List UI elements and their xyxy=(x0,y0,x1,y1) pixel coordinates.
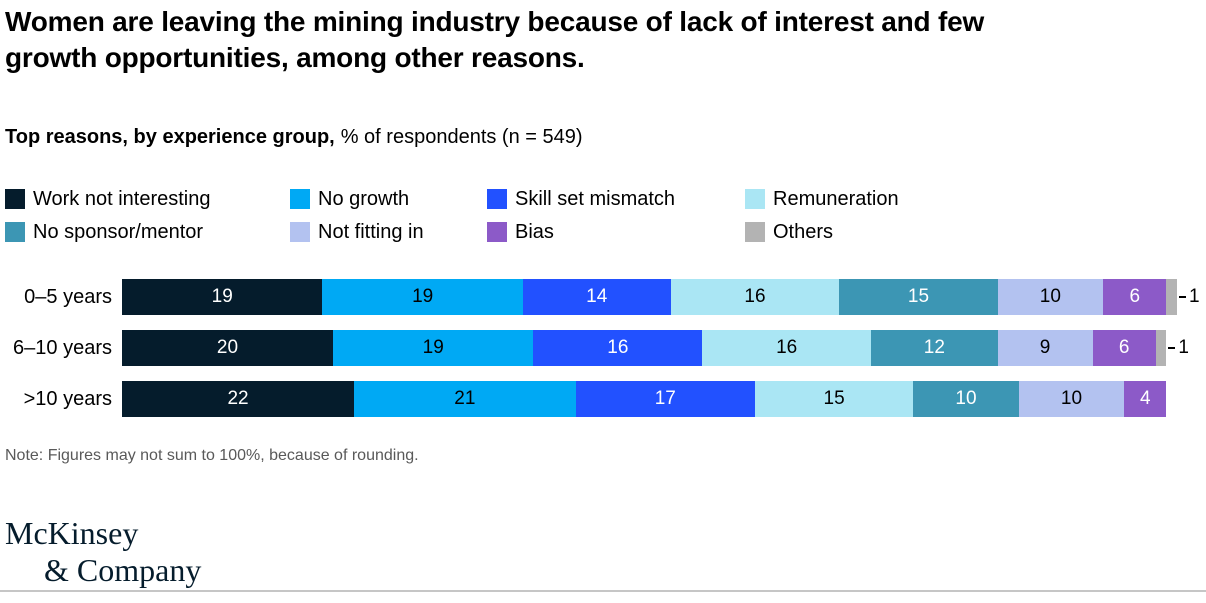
bar-segment: 12 xyxy=(871,330,998,366)
bar-row: 6–10 years 20 19 16 16 12 9 6 1 xyxy=(5,330,1201,366)
legend-item: Others xyxy=(745,221,899,243)
legend-swatch xyxy=(745,189,765,209)
page-title: Women are leaving the mining industry be… xyxy=(5,4,1135,77)
bar-track: 20 19 16 16 12 9 6 1 xyxy=(122,330,1189,366)
bar-segment: 10 xyxy=(997,279,1104,315)
bar-segment xyxy=(1166,279,1177,315)
legend-label: Others xyxy=(773,220,834,243)
chart-subtitle-bold: Top reasons, by experience group, xyxy=(5,126,335,148)
legend-label: Remuneration xyxy=(773,187,899,210)
bar-segment: 4 xyxy=(1124,381,1167,417)
bar-segment: 14 xyxy=(522,279,671,315)
footnote: Note: Figures may not sum to 100%, becau… xyxy=(5,447,419,464)
outside-value-label: 1 xyxy=(1188,286,1200,307)
legend-swatch xyxy=(5,189,25,209)
legend-item: No sponsor/mentor xyxy=(5,221,290,243)
chart-subtitle-regular: % of respondents (n = 549) xyxy=(340,126,583,148)
row-label: 0–5 years xyxy=(24,285,112,308)
chart-subtitle: Top reasons, by experience group,% of re… xyxy=(5,126,583,149)
row-label: 6–10 years xyxy=(13,336,112,359)
bar-row: >10 years 22 21 17 15 10 10 4 xyxy=(5,381,1201,417)
bar-segment: 16 xyxy=(670,279,840,315)
logo-line2: & Company xyxy=(44,552,202,588)
bar-segment: 16 xyxy=(702,330,872,366)
bar-segment: 21 xyxy=(354,381,576,417)
bar-segment: 9 xyxy=(997,330,1093,366)
legend-swatch xyxy=(487,222,507,242)
bar-track: 19 19 14 16 15 10 6 1 xyxy=(122,279,1200,315)
bar-segment: 19 xyxy=(122,279,323,315)
bar-track: 22 21 17 15 10 10 4 xyxy=(122,381,1177,417)
bar-segment: 15 xyxy=(839,279,998,315)
bar-row: 0–5 years 19 19 14 16 15 10 6 1 xyxy=(5,279,1201,315)
page-title-line2: growth opportunities, among other reason… xyxy=(5,42,585,74)
bar-segment: 19 xyxy=(333,330,534,366)
bar-chart: 0–5 years 19 19 14 16 15 10 6 1 6–10 years 20 19 16 1… xyxy=(5,279,1201,432)
legend-item: Bias xyxy=(487,221,745,243)
page-title-line1: Women are leaving the mining industry be… xyxy=(5,6,985,37)
bar-segment: 20 xyxy=(122,330,333,366)
leader-line xyxy=(1168,347,1176,349)
bottom-divider xyxy=(0,590,1206,592)
legend-swatch xyxy=(5,222,25,242)
legend-swatch xyxy=(745,222,765,242)
outside-value-label: 1 xyxy=(1178,337,1189,358)
bar-segment: 10 xyxy=(913,381,1019,417)
legend-item: Work not interesting xyxy=(5,188,290,210)
legend-item: Skill set mismatch xyxy=(487,188,745,210)
legend-label: No sponsor/mentor xyxy=(33,220,204,243)
bar-segment: 6 xyxy=(1103,279,1167,315)
legend-item: No growth xyxy=(290,188,487,210)
legend-label: Work not interesting xyxy=(33,187,211,210)
leader-line xyxy=(1178,296,1186,298)
bar-segment: 17 xyxy=(575,381,755,417)
bar-segment: 22 xyxy=(122,381,355,417)
logo-line1: McKinsey xyxy=(5,515,139,551)
legend: Work not interesting No growth Skill set m… xyxy=(5,188,899,243)
bar-segment: 6 xyxy=(1092,330,1156,366)
mckinsey-logo: McKinsey & Company xyxy=(5,515,201,589)
bar-segment: 15 xyxy=(754,381,914,417)
bar-segment: 16 xyxy=(533,330,703,366)
legend-swatch xyxy=(290,222,310,242)
legend-label: Not fitting in xyxy=(318,220,424,243)
bar-segment: 10 xyxy=(1018,381,1125,417)
bar-segment xyxy=(1155,330,1167,366)
legend-item: Remuneration xyxy=(745,188,899,210)
legend-label: Skill set mismatch xyxy=(515,187,676,210)
legend-swatch xyxy=(487,189,507,209)
legend-item: Not fitting in xyxy=(290,221,487,243)
bar-segment: 19 xyxy=(322,279,523,315)
row-label: >10 years xyxy=(23,387,112,410)
legend-label: Bias xyxy=(515,220,554,243)
legend-swatch xyxy=(290,189,310,209)
legend-label: No growth xyxy=(318,187,410,210)
